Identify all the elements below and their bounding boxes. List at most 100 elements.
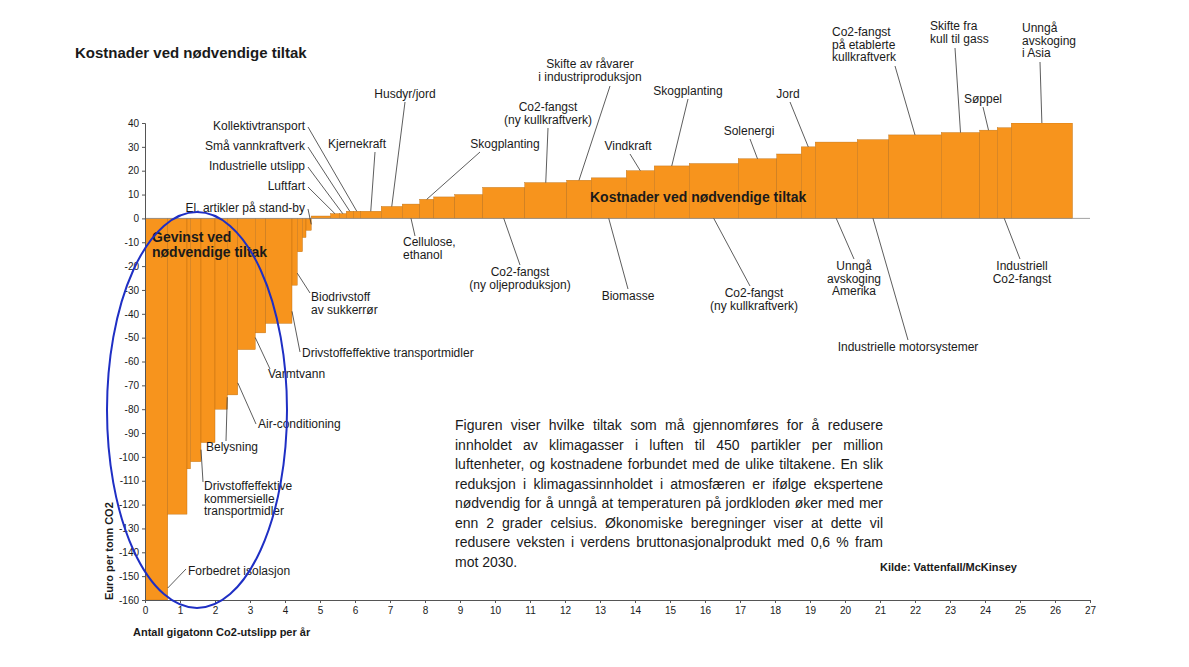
y-tick-label: -10 [125,237,140,248]
bar [238,218,256,349]
category-label: Skifte frakull til gass [930,19,989,46]
y-tick-mark [142,362,145,363]
y-tick-mark [142,314,145,315]
y-tick-mark [142,171,145,172]
x-tick: 22 [910,600,922,616]
y-tick-label: -40 [125,309,140,320]
y-tick-mark [142,195,145,196]
x-tick-label: 5 [318,605,324,616]
x-tick-mark [285,600,286,603]
y-tick-mark [142,266,145,267]
x-axis: 0123456789101112131415161718192021222324… [143,600,1097,616]
bar [567,180,592,218]
x-tick-label: 25 [1015,605,1027,616]
category-label: Belysning [206,440,258,454]
x-tick: 7 [388,600,394,616]
bar [145,218,168,600]
y-tick: -60 [125,356,145,367]
x-tick-mark [915,600,916,603]
bar [483,187,525,218]
category-label-line: Kjernekraft [328,137,387,151]
x-tick-label: 10 [490,605,502,616]
y-tick-label: 40 [128,118,140,129]
category-label-line: Skogplanting [653,84,722,98]
chart-title: Kostnader ved nødvendige tiltak [75,44,307,61]
leader-line [308,187,335,214]
category-label: Unngåavskogingi Asia [1022,21,1076,60]
y-tick-mark [142,123,145,124]
source: Kilde: Vattenfall/McKinsey [880,561,1017,573]
y-tick-label: -150 [119,571,139,582]
y-tick-label: 30 [128,142,140,153]
x-tick-label: 14 [630,605,642,616]
leader-line [873,218,908,340]
y-tick-mark [142,385,145,386]
leader-line [238,383,256,424]
category-label: Små vannkraftverk [205,139,306,153]
x-tick-mark [600,600,601,603]
bar [525,183,567,219]
category-label: Luftfart [268,179,306,193]
x-tick-mark [180,600,181,603]
y-tick-mark [142,147,145,148]
x-tick-mark [810,600,811,603]
y-tick-mark [142,481,145,482]
category-label-line: Industrielle motorsystemer [838,340,979,354]
category-label-line: Husdyr/jord [374,87,435,101]
y-tick: -40 [125,309,145,320]
y-axis-title: Euro per tonn CO2 [103,502,115,600]
x-tick-mark [1055,600,1056,603]
x-tick-mark [880,600,881,603]
x-tick-mark [320,600,321,603]
x-tick-label: 7 [388,605,394,616]
x-axis-title: Antall gigatonn Co2-utslipp per år [133,626,311,638]
x-tick: 4 [283,600,289,616]
y-tick-mark [142,409,145,410]
leader-line [226,397,227,441]
category-label: Biomasse [602,289,655,303]
y-tick-label: -160 [119,595,139,606]
y-tick-label: 0 [133,213,139,224]
y-tick: -50 [125,332,145,343]
category-label-line: Skogplanting [470,137,539,151]
y-tick: 20 [128,165,145,176]
annotation-line: Gevinst ved [152,229,231,245]
bar [381,206,402,218]
bar [292,218,297,285]
x-tick-mark [530,600,531,603]
category-label: Air-conditioning [258,417,341,431]
x-tick-label: 3 [248,605,254,616]
category-label-line: ethanol [403,248,442,262]
bar [303,218,307,237]
category-label: Industrielle utslipp [209,159,305,173]
category-label: Skogplanting [653,84,722,98]
x-tick: 0 [143,600,149,616]
category-label: Cellulose,ethanol [403,235,456,262]
category-label: Skifte av råvareri industriproduksjon [538,57,641,84]
annotation: Kostnader ved nødvendige tiltak [590,189,806,205]
category-label: Kjernekraft [328,137,387,151]
category-label: Varmtvann [268,367,325,381]
leader-line [427,152,480,199]
leader-line [411,218,415,236]
x-tick-mark [495,600,496,603]
leader-line [609,218,628,289]
bar [815,142,857,218]
category-label-line: kullkraftverk [832,50,897,64]
bar [889,135,942,218]
x-tick-label: 24 [980,605,992,616]
category-label-line: Co2-fangst [993,272,1052,286]
category-label-line: i Asia [1022,46,1051,60]
leader-line [955,48,961,133]
leader-line [983,107,989,130]
category-label-line: Industrielle utslipp [209,159,305,173]
category-label: IndustriellCo2-fangst [993,259,1052,286]
category-label-line: (ny oljeproduksjon) [469,278,570,292]
leader-line [790,102,808,147]
y-tick-label: -80 [125,404,140,415]
category-label: Co2-fangst(ny kullkraftverk) [504,100,592,127]
x-tick-mark [740,600,741,603]
x-tick: 6 [353,600,359,616]
x-tick-mark [985,600,986,603]
x-tick: 27 [1085,600,1097,616]
